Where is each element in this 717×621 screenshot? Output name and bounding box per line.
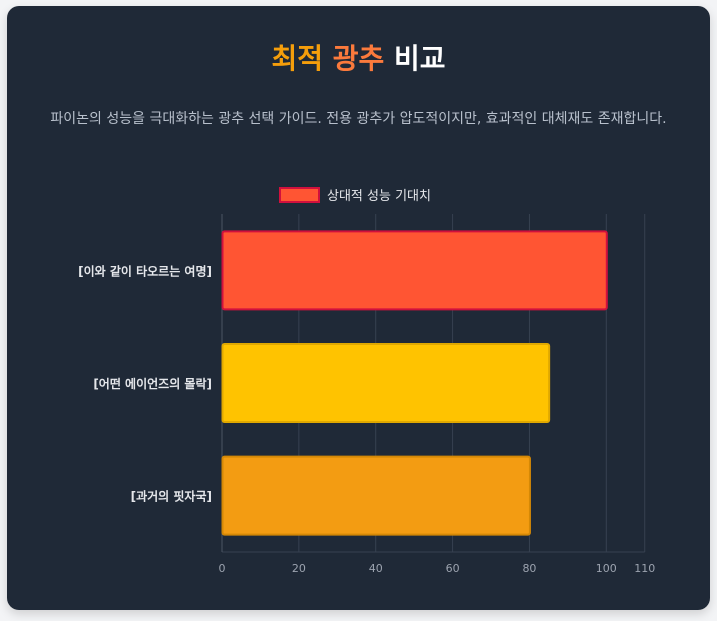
x-tick-label-1: 20 bbox=[292, 562, 306, 575]
x-tick-label-5: 100 bbox=[596, 562, 617, 575]
bar-1 bbox=[221, 343, 551, 423]
x-tick-label-3: 60 bbox=[446, 562, 460, 575]
bar-2 bbox=[221, 455, 531, 536]
chart-subtitle: 파이논의 성능을 극대화하는 광추 선택 가이드. 전용 광추가 압도적이지만,… bbox=[50, 111, 667, 127]
x-tick-label-6: 110 bbox=[634, 562, 655, 575]
category-label-1: [어떤 에이언즈의 몰락] bbox=[93, 376, 212, 391]
category-label-2: [과거의 핏자국] bbox=[131, 489, 212, 504]
legend-label: 상대적 성능 기대치 bbox=[327, 189, 431, 204]
bar-0 bbox=[221, 230, 608, 311]
title-part-2: 광추 bbox=[332, 42, 385, 75]
x-tick-label-4: 80 bbox=[522, 562, 536, 575]
x-tick-label-2: 40 bbox=[369, 562, 383, 575]
category-label-0: [이와 같이 타오르는 여명] bbox=[78, 263, 212, 278]
x-tick-label-0: 0 bbox=[219, 562, 226, 575]
page-title: 최적 광추 비교 bbox=[7, 42, 710, 76]
legend-swatch bbox=[279, 187, 320, 203]
title-part-1: 최적 bbox=[271, 42, 323, 75]
title-part-3: 비교 bbox=[394, 42, 446, 75]
